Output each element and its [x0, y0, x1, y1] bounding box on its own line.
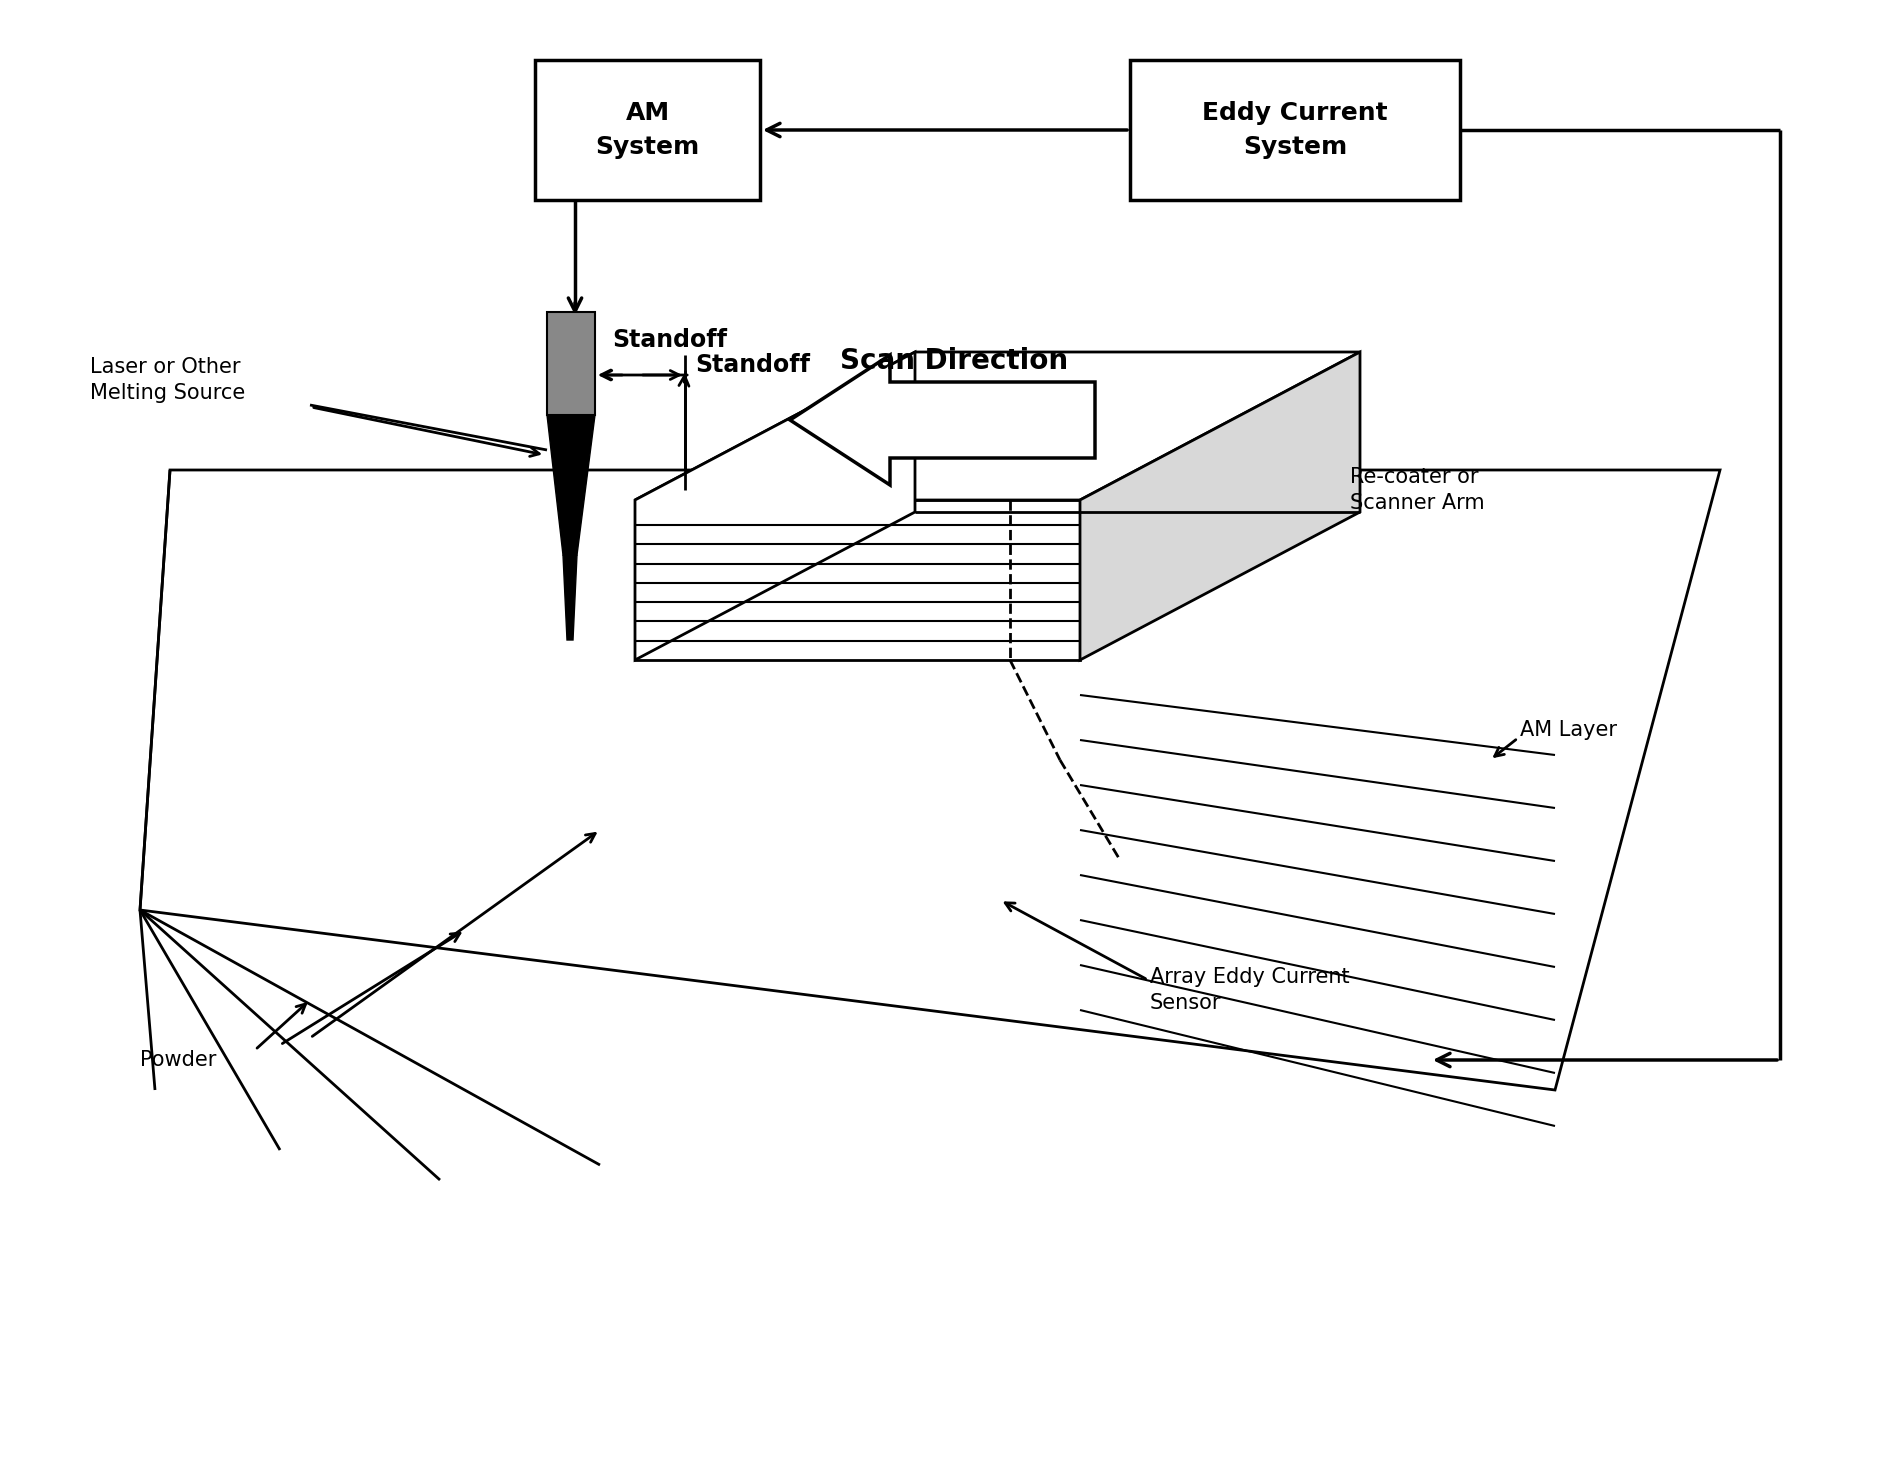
- Polygon shape: [635, 353, 1360, 500]
- Text: Eddy Current
System: Eddy Current System: [1203, 101, 1388, 159]
- Polygon shape: [635, 353, 915, 660]
- Bar: [546, 312, 596, 415]
- Text: Standoff: Standoff: [613, 328, 728, 353]
- Polygon shape: [140, 470, 1721, 1090]
- Bar: [535, 60, 760, 200]
- Polygon shape: [1080, 353, 1360, 660]
- Bar: [1131, 60, 1460, 200]
- Text: Scan Direction: Scan Direction: [840, 347, 1068, 375]
- Text: Array Eddy Current
Sensor: Array Eddy Current Sensor: [1150, 967, 1350, 1014]
- Text: Laser or Other
Melting Source: Laser or Other Melting Source: [91, 357, 246, 404]
- Text: AM
System: AM System: [596, 101, 700, 159]
- Text: Re-coater or
Scanner Arm: Re-coater or Scanner Arm: [1350, 467, 1484, 514]
- Polygon shape: [635, 500, 1080, 660]
- Text: Powder: Powder: [140, 1050, 216, 1069]
- Polygon shape: [564, 554, 577, 639]
- Text: AM Layer: AM Layer: [1520, 720, 1617, 740]
- Text: Standoff: Standoff: [696, 353, 809, 377]
- Polygon shape: [790, 356, 1095, 486]
- Polygon shape: [546, 415, 596, 554]
